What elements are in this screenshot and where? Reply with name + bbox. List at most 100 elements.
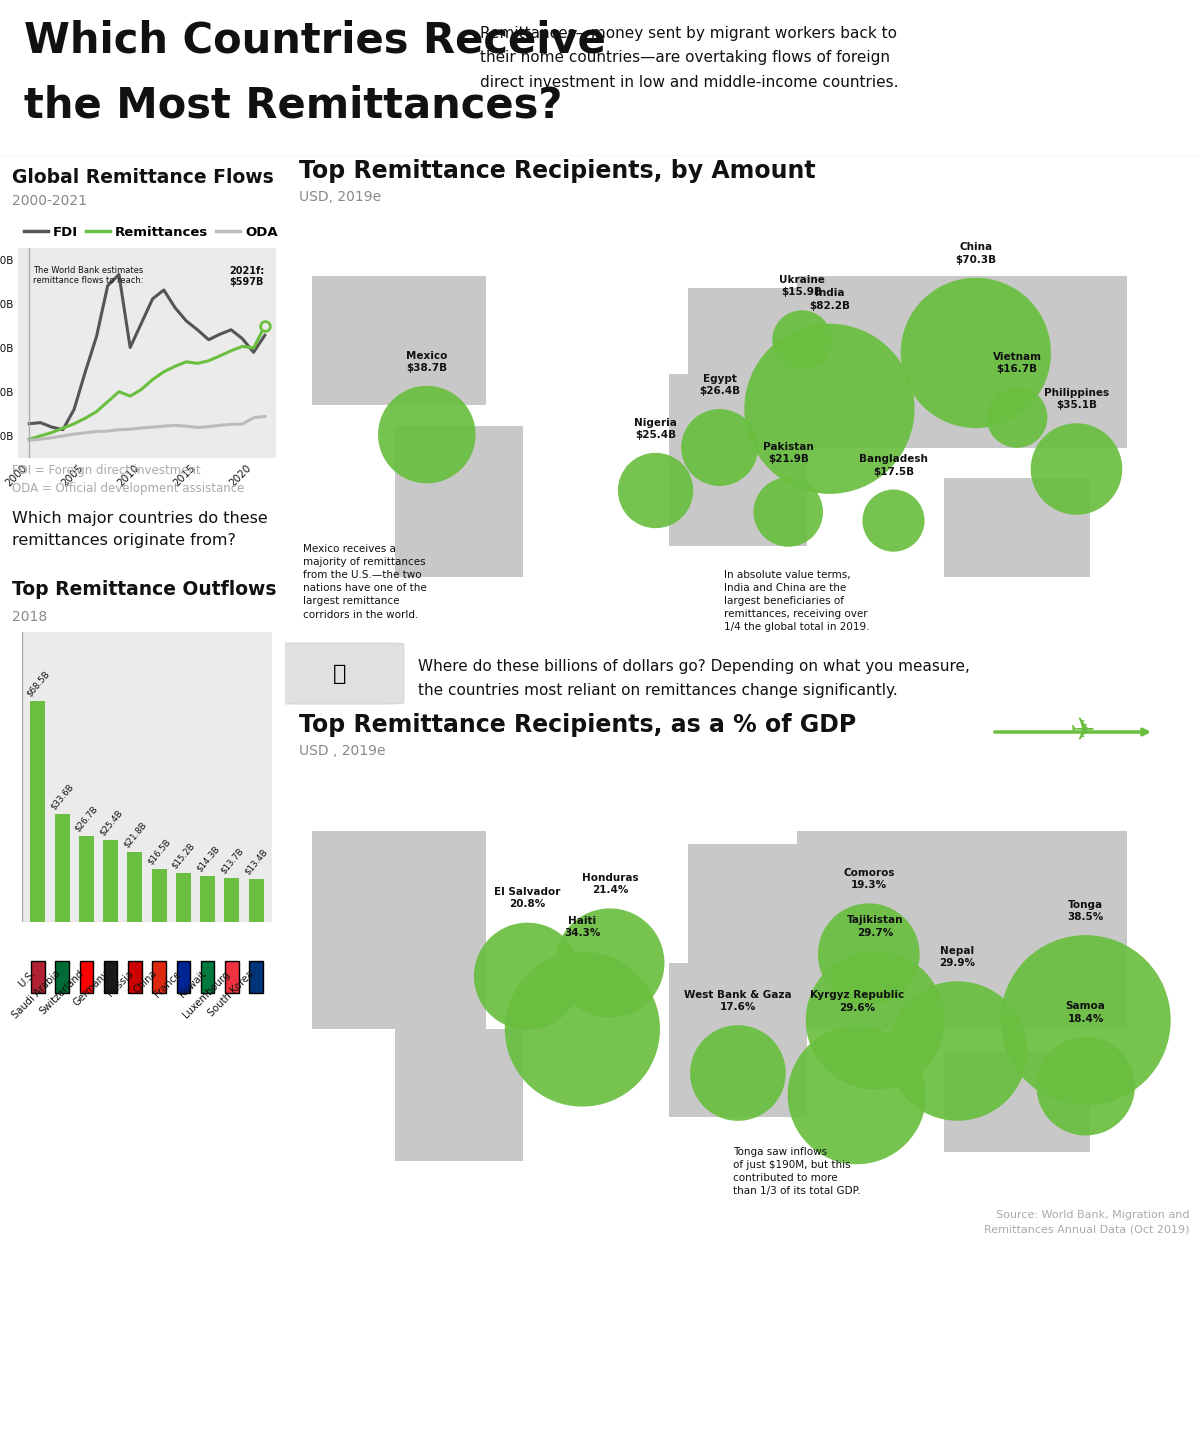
- Ellipse shape: [556, 908, 665, 1017]
- Text: Mexico receives a
majority of remittances
from the U.S.—the two
nations have one: Mexico receives a majority of remittance…: [304, 543, 427, 620]
- Legend: FDI, Remittances, ODA: FDI, Remittances, ODA: [18, 220, 283, 244]
- Text: ☁: ☁: [41, 1378, 79, 1415]
- Text: The World Bank estimates
remittance flows to reach:: The World Bank estimates remittance flow…: [32, 265, 143, 285]
- Text: Global Remittance Flows: Global Remittance Flows: [12, 169, 274, 187]
- Text: Tonga saw inflows
of just $190M, but this
contributed to more
than 1/3 of its to: Tonga saw inflows of just $190M, but thi…: [733, 1147, 860, 1196]
- Ellipse shape: [690, 1025, 786, 1121]
- Text: India
$82.2B: India $82.2B: [809, 288, 850, 311]
- Text: $26.7B: $26.7B: [73, 804, 100, 833]
- Text: ✈: ✈: [1069, 716, 1094, 745]
- FancyBboxPatch shape: [226, 961, 239, 993]
- Text: $13.7B: $13.7B: [218, 846, 245, 875]
- Text: Kyrgyz Republic
29.6%: Kyrgyz Republic 29.6%: [810, 990, 904, 1013]
- Text: Haiti
34.3%: Haiti 34.3%: [564, 916, 600, 938]
- FancyBboxPatch shape: [200, 961, 215, 993]
- Bar: [224, 878, 240, 922]
- Ellipse shape: [1037, 1038, 1135, 1136]
- Text: 2018: 2018: [12, 610, 47, 624]
- Text: USD , 2019e: USD , 2019e: [299, 744, 385, 758]
- FancyBboxPatch shape: [128, 961, 142, 993]
- Ellipse shape: [818, 904, 919, 1004]
- FancyBboxPatch shape: [55, 961, 68, 993]
- Text: $16.5B: $16.5B: [146, 837, 173, 866]
- Ellipse shape: [378, 386, 475, 483]
- Polygon shape: [943, 477, 1091, 576]
- Text: $21.8B: $21.8B: [121, 820, 148, 849]
- Polygon shape: [688, 288, 816, 375]
- Text: ODA = Official development assistance: ODA = Official development assistance: [12, 481, 245, 494]
- Polygon shape: [395, 1029, 523, 1161]
- Text: China
$70.3B: China $70.3B: [955, 242, 996, 265]
- Text: Bangladesh
$17.5B: Bangladesh $17.5B: [859, 454, 928, 477]
- Ellipse shape: [805, 951, 944, 1089]
- Bar: [200, 876, 215, 922]
- Text: Top Remittance Recipients, as a % of GDP: Top Remittance Recipients, as a % of GDP: [299, 713, 857, 736]
- Text: CAPITALIST: CAPITALIST: [114, 1405, 203, 1419]
- Ellipse shape: [1031, 424, 1122, 514]
- Text: Which Countries Receive: Which Countries Receive: [24, 20, 606, 62]
- Text: El Salvador
20.8%: El Salvador 20.8%: [494, 888, 560, 909]
- Text: $15.2B: $15.2B: [170, 842, 197, 870]
- Text: FDI = Foreign direct investment: FDI = Foreign direct investment: [12, 464, 200, 477]
- Ellipse shape: [1001, 935, 1171, 1105]
- Text: Honduras
21.4%: Honduras 21.4%: [582, 873, 638, 895]
- Ellipse shape: [901, 278, 1051, 428]
- Polygon shape: [688, 844, 816, 963]
- Ellipse shape: [682, 409, 758, 486]
- Text: Comoros
19.3%: Comoros 19.3%: [844, 867, 894, 891]
- Text: Vietnam
$16.7B: Vietnam $16.7B: [992, 352, 1042, 375]
- Text: 2000-2021: 2000-2021: [12, 195, 88, 208]
- Ellipse shape: [754, 477, 823, 546]
- Ellipse shape: [773, 310, 832, 370]
- Text: 2021f:
$597B: 2021f: $597B: [229, 265, 264, 287]
- Polygon shape: [312, 275, 486, 405]
- Ellipse shape: [986, 388, 1048, 448]
- Bar: [79, 836, 94, 922]
- Text: $68.5B: $68.5B: [24, 670, 52, 699]
- Text: Remittances—money sent by migrant workers back to
their home countries—are overt: Remittances—money sent by migrant worker…: [480, 26, 899, 89]
- Text: VISUAL: VISUAL: [114, 1379, 170, 1393]
- FancyBboxPatch shape: [276, 643, 404, 705]
- Text: $25.4B: $25.4B: [97, 808, 124, 837]
- Bar: [54, 814, 70, 922]
- Text: Top Remittance Recipients, by Amount: Top Remittance Recipients, by Amount: [299, 159, 816, 183]
- FancyBboxPatch shape: [103, 961, 118, 993]
- FancyBboxPatch shape: [31, 961, 44, 993]
- Ellipse shape: [744, 324, 914, 494]
- Text: $13.4B: $13.4B: [242, 847, 270, 876]
- Bar: [151, 869, 167, 922]
- Text: West Bank & Gaza
17.6%: West Bank & Gaza 17.6%: [684, 990, 792, 1012]
- Text: f   ▶  /visualcapitalist         🐦   📷  @visualcap         🌐  visualcapitalist.c: f ▶ /visualcapitalist 🐦 📷 @visualcap 🌐 v…: [456, 1391, 906, 1404]
- Text: Philippines
$35.1B: Philippines $35.1B: [1044, 388, 1109, 411]
- Text: Top Remittance Outflows: Top Remittance Outflows: [12, 579, 276, 599]
- Polygon shape: [312, 831, 486, 1029]
- Text: Mexico
$38.7B: Mexico $38.7B: [406, 350, 448, 373]
- Text: Samoa
18.4%: Samoa 18.4%: [1066, 1001, 1105, 1023]
- Text: $14.3B: $14.3B: [194, 844, 221, 873]
- Polygon shape: [670, 375, 806, 546]
- FancyBboxPatch shape: [176, 961, 191, 993]
- Ellipse shape: [888, 981, 1027, 1121]
- Bar: [127, 852, 143, 922]
- Ellipse shape: [474, 922, 581, 1030]
- Text: USD, 2019e: USD, 2019e: [299, 190, 382, 205]
- Bar: [103, 840, 118, 922]
- Ellipse shape: [863, 490, 924, 552]
- Ellipse shape: [618, 452, 694, 529]
- Polygon shape: [395, 427, 523, 576]
- Text: Which major countries do these
remittances originate from?: Which major countries do these remittanc…: [12, 510, 268, 548]
- FancyBboxPatch shape: [79, 961, 94, 993]
- Text: Tonga
38.5%: Tonga 38.5%: [1068, 899, 1104, 922]
- Text: Nigeria
$25.4B: Nigeria $25.4B: [634, 418, 677, 440]
- Polygon shape: [943, 1050, 1091, 1153]
- Text: Nepal
29.9%: Nepal 29.9%: [940, 945, 976, 968]
- Text: Ukraine
$15.9B: Ukraine $15.9B: [779, 275, 824, 297]
- Text: the countries most reliant on remittances change significantly.: the countries most reliant on remittance…: [418, 683, 898, 699]
- Text: $33.6B: $33.6B: [49, 782, 76, 811]
- Polygon shape: [670, 963, 806, 1117]
- Text: Where do these billions of dollars go? Depending on what you measure,: Where do these billions of dollars go? D…: [418, 659, 970, 674]
- Bar: [176, 873, 191, 922]
- Bar: [30, 702, 46, 922]
- Ellipse shape: [505, 951, 660, 1107]
- Text: Pakistan
$21.9B: Pakistan $21.9B: [763, 442, 814, 464]
